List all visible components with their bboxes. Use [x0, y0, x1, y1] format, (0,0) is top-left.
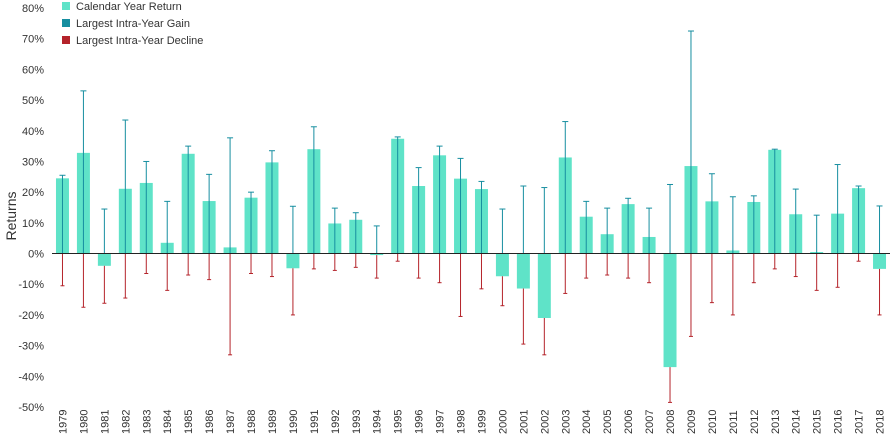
x-tick-label: 2012 [749, 410, 761, 434]
return-bar [286, 253, 300, 269]
y-tick-label: -20% [18, 310, 44, 322]
x-tick-label: 1994 [372, 410, 384, 434]
x-tick-label: 2017 [854, 410, 866, 434]
x-tick-label: 1981 [99, 410, 111, 434]
return-bar [537, 253, 551, 318]
x-tick-label: 1992 [330, 410, 342, 434]
x-tick-label: 1988 [246, 410, 258, 434]
x-tick-label: 1982 [120, 410, 132, 434]
y-axis-label: Returns [3, 191, 19, 240]
y-axis-ticks: 80% 70% 60% 50% 40% 30% 20% 10% 0% -10% -20% -30% -4… [18, 3, 44, 414]
x-tick-label: 1980 [78, 410, 90, 434]
x-tick-label: 2004 [581, 410, 593, 434]
whiskers-layer [59, 30, 883, 403]
x-tick-label: 2015 [812, 410, 824, 434]
x-tick-label: 1983 [141, 410, 153, 434]
legend-label: Calendar Year Return [76, 1, 182, 13]
y-tick-label: 80% [22, 3, 44, 15]
x-tick-label: 1989 [267, 410, 279, 434]
y-tick-label: 40% [22, 126, 44, 138]
x-tick-label: 2008 [665, 410, 677, 434]
x-tick-label: 2018 [875, 410, 887, 434]
x-tick-label: 1990 [288, 410, 300, 434]
y-tick-label: 60% [22, 64, 44, 76]
return-bar [495, 253, 509, 277]
x-tick-label: 2003 [560, 410, 572, 434]
x-tick-label: 2011 [728, 410, 740, 434]
y-tick-label: -30% [18, 341, 44, 353]
x-tick-label: 2005 [602, 410, 614, 434]
x-tick-label: 1987 [225, 410, 237, 434]
legend: Calendar Year Return Largest Intra-Year G… [62, 1, 203, 47]
x-tick-label: 2014 [791, 410, 803, 434]
y-tick-label: 0% [28, 249, 44, 261]
y-tick-label: 10% [22, 218, 44, 230]
x-tick-label: 1998 [456, 410, 468, 434]
x-tick-label: 2007 [644, 410, 656, 434]
x-tick-label: 2013 [770, 410, 782, 434]
x-tick-label: 2010 [707, 410, 719, 434]
x-tick-label: 1984 [162, 410, 174, 434]
y-tick-label: -10% [18, 279, 44, 291]
x-tick-label: 1986 [204, 410, 216, 434]
return-bar [873, 253, 887, 269]
x-tick-label: 1979 [57, 410, 69, 434]
legend-label: Largest Intra-Year Decline [76, 35, 203, 47]
x-tick-label: 1993 [351, 410, 363, 434]
x-tick-label: 1985 [183, 410, 195, 434]
return-bar [663, 253, 677, 368]
y-tick-label: 20% [22, 187, 44, 199]
return-bar [370, 253, 384, 256]
x-tick-label: 2000 [497, 410, 509, 434]
y-tick-label: -50% [18, 402, 44, 414]
return-bar [97, 253, 111, 266]
return-bar [516, 253, 530, 289]
legend-swatch [62, 19, 70, 27]
x-tick-label: 2016 [833, 410, 845, 434]
legend-swatch [62, 36, 70, 44]
x-tick-label: 2001 [518, 410, 530, 434]
y-tick-label: 50% [22, 95, 44, 107]
y-tick-label: 70% [22, 34, 44, 46]
legend-label: Largest Intra-Year Gain [76, 18, 190, 30]
y-tick-label: -40% [18, 371, 44, 383]
x-axis-ticks: 1979 1980 1981 1982 1983 1984 1985 1986 1987 1988… [57, 410, 886, 434]
x-tick-label: 2006 [623, 410, 635, 434]
x-tick-label: 2002 [539, 410, 551, 434]
x-tick-label: 1999 [476, 410, 488, 434]
y-tick-label: 30% [22, 156, 44, 168]
x-tick-label: 2009 [686, 410, 698, 434]
x-tick-label: 1995 [393, 410, 405, 434]
bars-layer [55, 138, 887, 368]
x-tick-label: 1991 [309, 410, 321, 434]
legend-swatch [62, 2, 70, 10]
x-tick-label: 1997 [435, 410, 447, 434]
x-tick-label: 1996 [414, 410, 426, 434]
